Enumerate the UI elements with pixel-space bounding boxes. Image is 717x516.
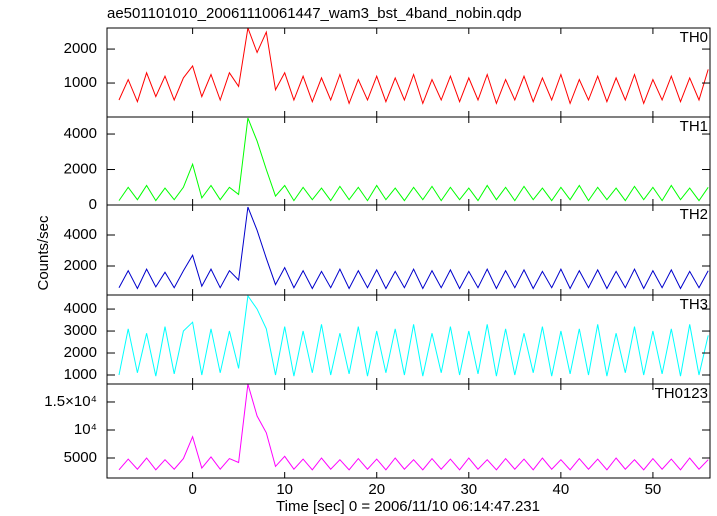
panel-label: TH0123 — [655, 385, 708, 402]
y-tick-label: 2000 — [64, 344, 97, 361]
x-axis-label: Time [sec] 0 = 2006/11/10 06:14:47.231 — [276, 498, 540, 515]
y-tick-label: 5000 — [64, 449, 97, 466]
y-tick-label: 4000 — [64, 226, 97, 243]
panel-frame — [106, 383, 711, 479]
panel-frame — [106, 27, 711, 118]
chart-title: ae501101010_20061110061447_wam3_bst_4ban… — [107, 5, 522, 22]
y-tick-label: 1000 — [64, 74, 97, 91]
y-tick-label: 4000 — [64, 300, 97, 317]
data-line — [118, 206, 709, 290]
data-line — [118, 384, 709, 471]
panel-frame — [106, 116, 711, 206]
y-axis-label: Counts/sec — [35, 215, 52, 291]
x-tick-label: 10 — [276, 481, 293, 498]
y-tick-label: 2000 — [64, 40, 97, 57]
panel-label: TH0 — [680, 29, 708, 46]
x-tick-label: 0 — [188, 481, 196, 498]
y-tick-label: 0 — [89, 196, 97, 213]
data-line — [118, 28, 709, 105]
y-tick-label: 10⁴ — [74, 421, 97, 438]
y-tick-label: 4000 — [64, 125, 97, 142]
panel-frame — [106, 294, 711, 385]
x-tick-label: 20 — [368, 481, 385, 498]
panel-label: TH1 — [680, 118, 708, 135]
y-tick-label: 2000 — [64, 257, 97, 274]
x-tick-label: 50 — [645, 481, 662, 498]
y-tick-label: 3000 — [64, 322, 97, 339]
y-tick-label: 1.5×10⁴ — [44, 393, 97, 410]
panel-label: TH3 — [680, 296, 708, 313]
data-line — [118, 295, 709, 377]
data-line — [118, 117, 709, 202]
x-tick-label: 40 — [553, 481, 570, 498]
y-tick-label: 2000 — [64, 160, 97, 177]
x-tick-label: 30 — [460, 481, 477, 498]
panel-label: TH2 — [680, 206, 708, 223]
y-tick-label: 1000 — [64, 366, 97, 383]
panel-frame — [106, 204, 711, 296]
